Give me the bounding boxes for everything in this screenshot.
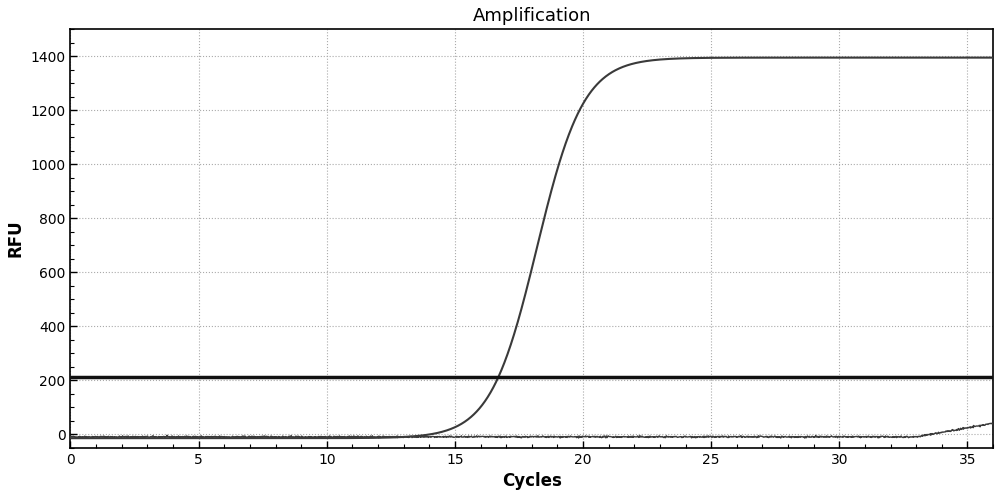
- Y-axis label: RFU: RFU: [7, 220, 25, 257]
- X-axis label: Cycles: Cycles: [502, 472, 562, 490]
- Title: Amplification: Amplification: [473, 7, 591, 25]
